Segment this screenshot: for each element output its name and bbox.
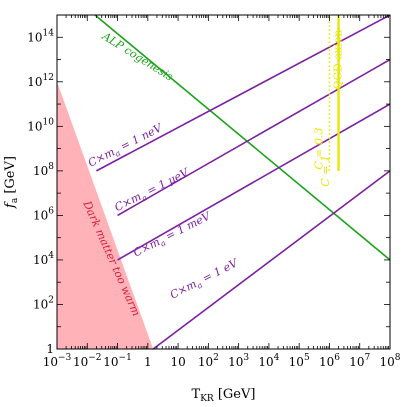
plot-frame xyxy=(56,14,391,350)
annotation-mev: C×ma = 1 meV xyxy=(131,209,214,261)
x-tick-label: 107 xyxy=(349,353,370,369)
x-axis-label: TKR [GeV] xyxy=(192,387,256,404)
y-tick-label: 102 xyxy=(33,295,54,311)
series-layer xyxy=(94,15,390,349)
y-tick-label: 108 xyxy=(33,162,54,178)
y-tick-label: 1014 xyxy=(27,28,54,44)
series-line-c-m-a-1-ev xyxy=(152,170,390,349)
series-line-c-m-a-1-mev xyxy=(117,103,390,261)
x-tick-label: 10−1 xyxy=(103,353,132,369)
annotation-alp: ALP cogenesis xyxy=(99,29,176,84)
series-line-c-m-a-1-nev xyxy=(96,15,390,172)
x-tick-label: 104 xyxy=(258,353,279,369)
ticks-layer xyxy=(56,14,391,350)
x-tick-label: 10−3 xyxy=(43,353,72,369)
x-tick-label: 105 xyxy=(289,353,310,369)
x-tick-label: 106 xyxy=(319,353,340,369)
annotation-c03: C = 0.3 xyxy=(313,128,326,170)
y-tick-label: 1010 xyxy=(27,117,54,133)
y-axis-label: fa [GeV] xyxy=(3,156,20,209)
series-line-alp-cogenesis xyxy=(94,15,390,261)
annotation-uev: C×ma = 1 μeV xyxy=(112,165,192,216)
x-tick-label: 10−2 xyxy=(73,353,102,369)
region-dark-matter-too-warm xyxy=(57,81,154,349)
series-line-c-m-a-1-ev xyxy=(117,58,390,217)
annotation-nev: C×ma = 1 neV xyxy=(86,121,166,172)
regions-layer xyxy=(57,81,154,349)
annotation-c1: C = 1 xyxy=(319,155,332,187)
y-tick-label: 1012 xyxy=(27,73,54,89)
tick-labels-layer: 10−3 10−2 10−1 1 10 102 103 104 105 106 107 108 1 102… xyxy=(27,28,401,369)
x-tick-label: 103 xyxy=(228,353,249,369)
annotation-ev: C×ma = 1 eV xyxy=(168,256,242,303)
y-tick-label: 1 xyxy=(46,342,54,356)
y-tick-label: 104 xyxy=(33,251,54,267)
y-tick-label: 106 xyxy=(33,206,54,222)
annotation-qcd: QCD axion xyxy=(332,30,345,90)
x-tick-label: 102 xyxy=(198,353,219,369)
x-tick-label: 108 xyxy=(379,353,400,369)
x-tick-label: 1 xyxy=(144,355,152,369)
x-tick-label: 10 xyxy=(170,355,185,369)
